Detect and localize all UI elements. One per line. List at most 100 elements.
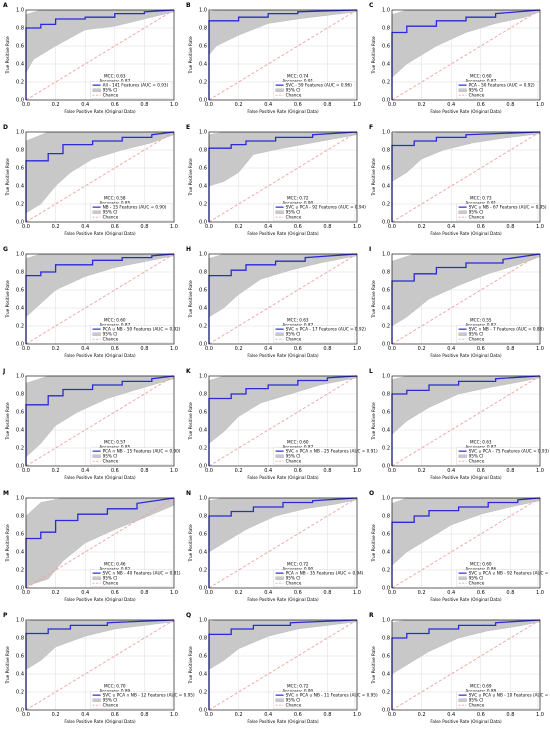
y-tick-label: 0.0	[199, 708, 207, 714]
x-tick-label: 1.0	[536, 468, 544, 474]
legend-box	[273, 691, 356, 709]
y-tick-label: 0.8	[199, 392, 207, 398]
chance-line	[391, 253, 541, 345]
legend-chance-label: Chance	[103, 703, 119, 708]
roc-plot-f: F 0.00.0 0.2 0.2 0.4 0.4 0.6 0.6 0.8 0.8 1.0 1.0 Fal…	[369, 124, 547, 236]
y-tick-label: 0.8	[199, 636, 207, 642]
y-axis-label: True Positive Rate	[371, 158, 376, 197]
chance-line	[25, 619, 175, 711]
legend-ci-swatch	[275, 332, 284, 336]
roc-plot-d: D 0.00.0 0.2 0.2 0.4 0.4 0.6 0.6 0.8 0.8 1.0 1.0 Fal…	[3, 124, 178, 236]
x-tick-label: 0.2	[235, 712, 243, 718]
roc-curve	[391, 253, 541, 344]
accuracy-text: Accuracy: 0.85	[99, 445, 130, 450]
roc-panel-a: A 0.0 0.0 0.2 0.2 0.4 0.4 0.6 0.6 0.8 0.8 1.0 1.0 Fal…	[0, 0, 183, 122]
roc-panel-f: F 0.0 0.0 0.2 0.2 0.4 0.4 0.6 0.6 0.8 0.8 1.0 1.0 Fal…	[366, 122, 549, 244]
y-tick-label: 0.8	[199, 514, 207, 520]
y-tick-label: 0.4	[199, 672, 207, 678]
legend-chance-label: Chance	[103, 215, 119, 220]
x-axis-label: False Positive Rate (Original Data)	[247, 231, 319, 236]
mcc-text: MCC: 0.72	[287, 684, 309, 689]
y-tick-label: 0.0	[199, 586, 207, 592]
x-axis-label: False Positive Rate (Original Data)	[64, 597, 136, 602]
chance-line	[391, 619, 541, 711]
legend-roc-label: SVC ∩ PCA ∪ NB - 11 Features (AUC = 0.95…	[286, 693, 378, 698]
mcc-text: MCC: 0.60	[470, 74, 492, 79]
y-axis-label: True Positive Rate	[188, 280, 193, 319]
y-tick-label: 1.0	[16, 130, 24, 136]
roc-panel-p: P 0.0 0.0 0.2 0.2 0.4 0.4 0.6 0.6 0.8 0.8 1.0 1.0 Fal…	[0, 610, 195, 732]
roc-panel-g: G 0.0 0.0 0.2 0.2 0.4 0.4 0.6 0.6 0.8 0.8 1.0 1.0 Fal…	[0, 244, 183, 366]
x-tick-label: 0.8	[140, 346, 148, 352]
x-axis-label: False Positive Rate (Original Data)	[430, 597, 502, 602]
accuracy-text: Accuracy: 0.91	[465, 201, 496, 206]
y-tick-label: 0.2	[382, 446, 390, 452]
x-tick-label: 0.4	[81, 224, 89, 230]
x-tick-label: 0.6	[477, 468, 485, 474]
x-tick-label: 0.6	[294, 346, 302, 352]
mcc-text: MCC: 0.72	[287, 196, 309, 201]
x-tick-label: 0.0	[22, 590, 30, 596]
roc-curve	[391, 9, 541, 100]
roc-curve	[25, 9, 175, 100]
y-tick-label: 1.0	[199, 130, 207, 136]
y-tick-label: 0.2	[382, 80, 390, 86]
x-tick-label: 0.4	[81, 590, 89, 596]
y-tick-label: 0.0	[382, 708, 390, 714]
x-tick-label: 0.6	[111, 102, 119, 108]
accuracy-text: Accuracy: 0.88	[465, 689, 496, 694]
legend-ci-label: 95% CI	[103, 698, 118, 703]
x-tick-label: 0.4	[447, 712, 455, 718]
legend-box	[90, 81, 173, 99]
x-tick-label: 1.0	[170, 468, 178, 474]
y-tick-label: 1.0	[382, 252, 390, 258]
y-tick-label: 0.4	[199, 428, 207, 434]
legend-box	[273, 447, 356, 465]
mcc-text: MCC: 0.74	[287, 74, 309, 79]
roc-curve	[208, 497, 358, 588]
x-tick-label: 0.0	[388, 712, 396, 718]
axes-frame	[25, 619, 175, 711]
legend-ci-swatch	[458, 332, 467, 336]
mcc-text: MCC: 0.63	[287, 318, 309, 323]
chance-line	[25, 9, 175, 101]
chance-line	[208, 253, 358, 345]
roc-plot-e: E 0.00.0 0.2 0.2 0.4 0.4 0.6 0.6 0.8 0.8 1.0 1.0 Fal…	[186, 124, 367, 236]
x-tick-label: 0.0	[205, 712, 213, 718]
y-tick-label: 0.2	[16, 202, 24, 208]
x-axis-label: False Positive Rate (Original Data)	[64, 475, 136, 480]
panel-label: H	[186, 246, 191, 253]
roc-plot-j: J 0.00.0 0.2 0.2 0.4 0.4 0.6 0.6 0.8 0.8 1.0 1.0 Fal…	[2, 368, 181, 480]
legend-ci-label: 95% CI	[469, 576, 484, 581]
y-tick-label: 0.2	[199, 446, 207, 452]
y-tick-label: 0.4	[16, 672, 24, 678]
y-tick-label: 0.8	[199, 26, 207, 32]
legend-chance-label: Chance	[469, 459, 485, 464]
y-axis-label: True Positive Rate	[5, 524, 10, 563]
legend-box	[273, 203, 356, 221]
x-tick-label: 0.8	[140, 224, 148, 230]
chance-line	[208, 619, 358, 711]
x-tick-label: 0.2	[235, 224, 243, 230]
y-tick-label: 0.4	[16, 62, 24, 68]
x-tick-label: 0.4	[264, 712, 272, 718]
x-tick-label: 0.4	[81, 102, 89, 108]
legend-roc-label: SVC ∪ PCA - 92 Features (AUC = 0.94)	[286, 205, 367, 210]
x-tick-label: 0.8	[506, 712, 514, 718]
legend-roc-label: SVC ∪ PCA - 75 Features (AUC = 0.93)	[469, 449, 550, 454]
roc-panel-l: L 0.0 0.0 0.2 0.2 0.4 0.4 0.6 0.6 0.8 0.8 1.0 1.0 Fal…	[366, 366, 549, 488]
panel-label: B	[186, 2, 191, 9]
y-tick-label: 0.8	[382, 636, 390, 642]
axes-frame	[208, 619, 358, 711]
y-tick-label: 0.8	[382, 270, 390, 276]
y-tick-label: 1.0	[199, 618, 207, 624]
y-tick-label: 0.6	[199, 166, 207, 172]
legend-roc-label: PCA ∪ NB - 50 Features (AUC = 0.92)	[103, 327, 181, 332]
x-tick-label: 0.6	[477, 712, 485, 718]
y-tick-label: 0.2	[382, 324, 390, 330]
y-tick-label: 0.2	[16, 568, 24, 574]
legend-roc-label: SVC ∩ PCA ∩ NB - 25 Features (AUC = 0.91…	[286, 449, 378, 454]
x-tick-label: 0.0	[205, 346, 213, 352]
chance-line	[391, 9, 541, 101]
legend-roc-label: SVC ∩ PCA - 17 Features (AUC = 0.92)	[286, 327, 367, 332]
